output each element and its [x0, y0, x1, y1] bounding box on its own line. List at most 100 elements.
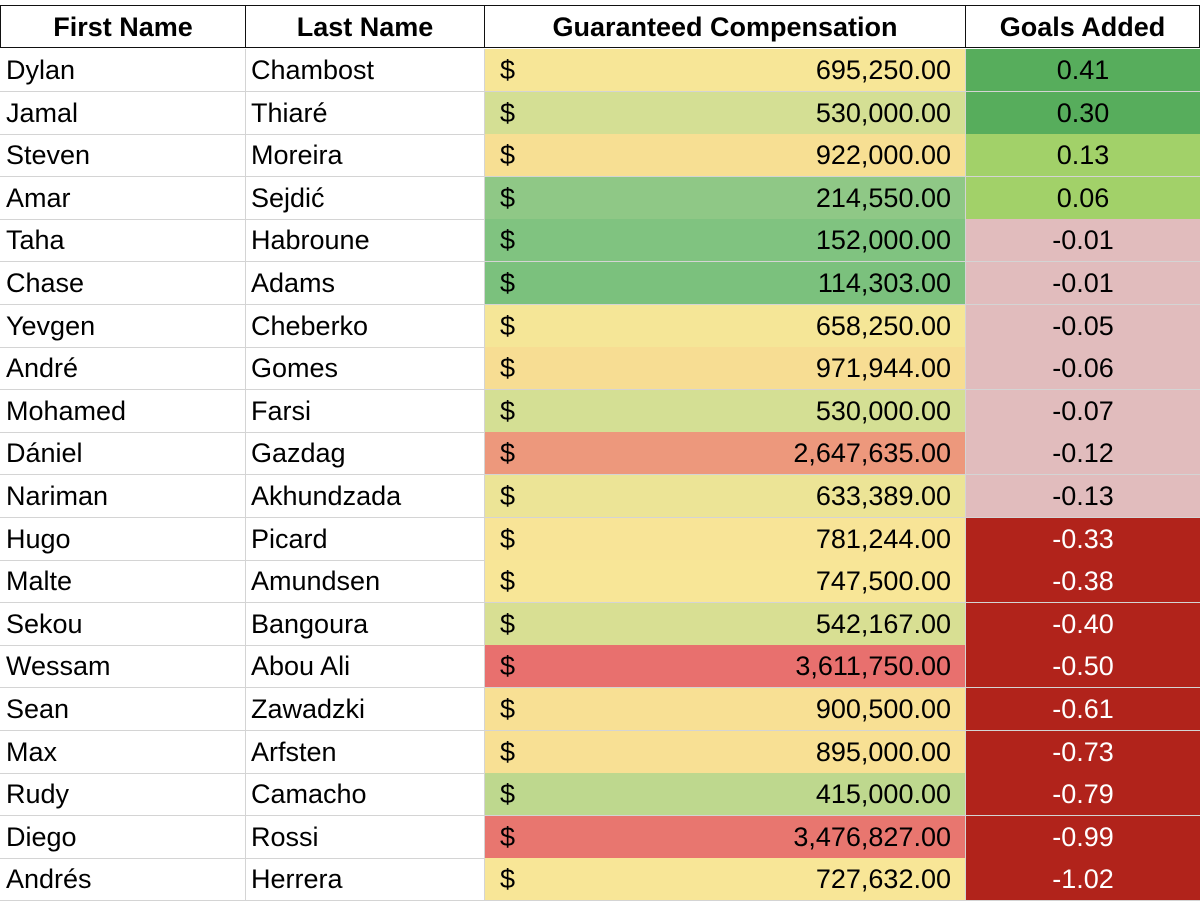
compensation-amount: 895,000.00	[815, 736, 951, 767]
cell-last-name[interactable]: Adams	[246, 262, 485, 305]
cell-guaranteed-compensation[interactable]: $3,611,750.00	[485, 645, 966, 689]
currency-symbol: $	[500, 353, 516, 384]
cell-last-name[interactable]: Thiaré	[246, 91, 485, 135]
cell-first-name[interactable]: Hugo	[0, 517, 246, 561]
cell-guaranteed-compensation[interactable]: $214,550.00	[485, 176, 966, 220]
cell-goals-added[interactable]: -0.01	[966, 219, 1200, 263]
cell-first-name[interactable]: Wessam	[0, 645, 246, 689]
cell-guaranteed-compensation[interactable]: $152,000.00	[485, 219, 966, 263]
cell-first-name[interactable]: Diego	[0, 815, 246, 859]
cell-goals-added[interactable]: -0.73	[966, 730, 1200, 774]
cell-first-name[interactable]: Chase	[0, 262, 246, 305]
table-row: Steven Moreira $922,000.00 0.13	[0, 134, 1200, 178]
cell-goals-added[interactable]: -0.06	[966, 347, 1200, 391]
cell-guaranteed-compensation[interactable]: $695,250.00	[485, 49, 966, 92]
cell-first-name[interactable]: Amar	[0, 176, 246, 220]
cell-guaranteed-compensation[interactable]: $922,000.00	[485, 134, 966, 178]
currency-symbol: $	[500, 268, 516, 298]
cell-guaranteed-compensation[interactable]: $633,389.00	[485, 475, 966, 518]
compensation-amount: 530,000.00	[815, 395, 951, 426]
cell-guaranteed-compensation[interactable]: $3,476,827.00	[485, 815, 966, 859]
cell-goals-added[interactable]: -0.38	[966, 560, 1200, 604]
cell-goals-added[interactable]: -0.12	[966, 432, 1200, 476]
header-goals-added[interactable]: Goals Added	[966, 5, 1200, 48]
cell-guaranteed-compensation[interactable]: $2,647,635.00	[485, 432, 966, 476]
cell-last-name[interactable]: Farsi	[246, 389, 485, 433]
cell-goals-added[interactable]: -0.07	[966, 389, 1200, 433]
compensation-amount: 747,500.00	[815, 566, 951, 597]
cell-goals-added[interactable]: -0.13	[966, 475, 1200, 518]
currency-symbol: $	[500, 779, 516, 810]
cell-first-name[interactable]: Malte	[0, 560, 246, 604]
currency-symbol: $	[500, 97, 516, 128]
cell-guaranteed-compensation[interactable]: $658,250.00	[485, 304, 966, 348]
cell-last-name[interactable]: Cheberko	[246, 304, 485, 348]
cell-first-name[interactable]: Dylan	[0, 49, 246, 92]
table-row: Sekou Bangoura $542,167.00 -0.40	[0, 602, 1200, 646]
cell-first-name[interactable]: Taha	[0, 219, 246, 263]
cell-first-name[interactable]: Mohamed	[0, 389, 246, 433]
cell-first-name[interactable]: Jamal	[0, 91, 246, 135]
cell-first-name[interactable]: Sekou	[0, 602, 246, 646]
cell-guaranteed-compensation[interactable]: $747,500.00	[485, 560, 966, 604]
cell-first-name[interactable]: Rudy	[0, 773, 246, 817]
cell-last-name[interactable]: Habroune	[246, 219, 485, 263]
cell-goals-added[interactable]: -0.40	[966, 602, 1200, 646]
cell-goals-added[interactable]: 0.30	[966, 91, 1200, 135]
cell-goals-added[interactable]: -0.01	[966, 262, 1200, 305]
cell-first-name[interactable]: Steven	[0, 134, 246, 178]
cell-guaranteed-compensation[interactable]: $781,244.00	[485, 517, 966, 561]
cell-guaranteed-compensation[interactable]: $900,500.00	[485, 688, 966, 731]
compensation-amount: 530,000.00	[815, 97, 951, 128]
cell-first-name[interactable]: Sean	[0, 688, 246, 731]
cell-guaranteed-compensation[interactable]: $542,167.00	[485, 602, 966, 646]
table-row: Mohamed Farsi $530,000.00 -0.07	[0, 389, 1200, 433]
compensation-amount: 114,303.00	[817, 268, 951, 298]
cell-last-name[interactable]: Sejdić	[246, 176, 485, 220]
cell-first-name[interactable]: Nariman	[0, 475, 246, 518]
table-row: Amar Sejdić $214,550.00 0.06	[0, 176, 1200, 220]
cell-last-name[interactable]: Akhundzada	[246, 475, 485, 518]
cell-guaranteed-compensation[interactable]: $415,000.00	[485, 773, 966, 817]
cell-goals-added[interactable]: 0.06	[966, 176, 1200, 220]
cell-last-name[interactable]: Picard	[246, 517, 485, 561]
header-guaranteed-compensation[interactable]: Guaranteed Compensation	[485, 5, 966, 48]
header-last-name[interactable]: Last Name	[246, 5, 485, 48]
cell-first-name[interactable]: Max	[0, 730, 246, 774]
cell-last-name[interactable]: Moreira	[246, 134, 485, 178]
cell-goals-added[interactable]: -0.05	[966, 304, 1200, 348]
cell-first-name[interactable]: Andrés	[0, 858, 246, 901]
cell-goals-added[interactable]: -0.61	[966, 688, 1200, 731]
cell-last-name[interactable]: Rossi	[246, 815, 485, 859]
cell-last-name[interactable]: Chambost	[246, 49, 485, 92]
cell-last-name[interactable]: Bangoura	[246, 602, 485, 646]
table-row: Jamal Thiaré $530,000.00 0.30	[0, 91, 1200, 135]
cell-guaranteed-compensation[interactable]: $895,000.00	[485, 730, 966, 774]
cell-last-name[interactable]: Abou Ali	[246, 645, 485, 689]
cell-guaranteed-compensation[interactable]: $727,632.00	[485, 858, 966, 901]
cell-last-name[interactable]: Gazdag	[246, 432, 485, 476]
compensation-amount: 658,250.00	[815, 310, 951, 341]
cell-guaranteed-compensation[interactable]: $114,303.00	[485, 262, 966, 305]
cell-last-name[interactable]: Herrera	[246, 858, 485, 901]
cell-last-name[interactable]: Arfsten	[246, 730, 485, 774]
cell-first-name[interactable]: Dániel	[0, 432, 246, 476]
header-first-name[interactable]: First Name	[0, 5, 246, 48]
cell-first-name[interactable]: André	[0, 347, 246, 391]
cell-guaranteed-compensation[interactable]: $530,000.00	[485, 91, 966, 135]
cell-last-name[interactable]: Amundsen	[246, 560, 485, 604]
cell-goals-added[interactable]: -0.33	[966, 517, 1200, 561]
cell-goals-added[interactable]: -1.02	[966, 858, 1200, 901]
cell-last-name[interactable]: Camacho	[246, 773, 485, 817]
cell-last-name[interactable]: Gomes	[246, 347, 485, 391]
cell-goals-added[interactable]: -0.79	[966, 773, 1200, 817]
compensation-amount: 781,244.00	[815, 523, 951, 554]
cell-last-name[interactable]: Zawadzki	[246, 688, 485, 731]
cell-goals-added[interactable]: 0.13	[966, 134, 1200, 178]
cell-goals-added[interactable]: -0.50	[966, 645, 1200, 689]
cell-first-name[interactable]: Yevgen	[0, 304, 246, 348]
cell-goals-added[interactable]: 0.41	[966, 49, 1200, 92]
cell-goals-added[interactable]: -0.99	[966, 815, 1200, 859]
cell-guaranteed-compensation[interactable]: $971,944.00	[485, 347, 966, 391]
cell-guaranteed-compensation[interactable]: $530,000.00	[485, 389, 966, 433]
